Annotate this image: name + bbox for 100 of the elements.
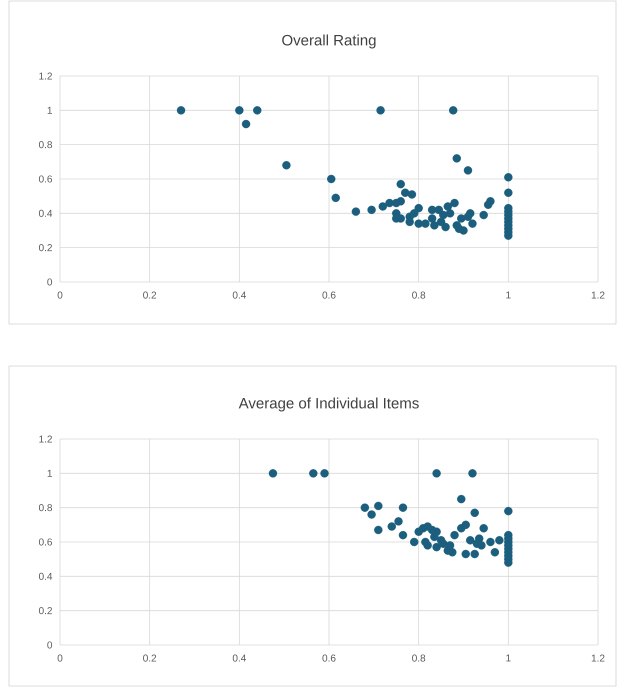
point [430,221,439,230]
x-tick-label: 0.6 [322,654,336,662]
point [446,209,454,218]
y-tick-label: 0.6 [38,175,52,183]
point [477,541,486,550]
y-tick-label: 0.2 [38,244,52,252]
x-tick-label: 0.4 [232,292,246,299]
point [428,206,436,214]
point [332,194,340,202]
x-tick-label: 1 [506,292,511,298]
point [464,166,472,175]
point [394,517,403,526]
y-tick-label: 1.2 [39,72,52,80]
point [374,502,383,510]
y-tick-label: 0 [47,641,52,649]
point [428,214,436,223]
point [398,503,408,512]
point [486,197,495,206]
point [466,536,474,544]
point [360,503,370,512]
point [385,198,394,208]
point [320,469,329,478]
y-tick-label: 1 [48,470,52,477]
x-tick-label: 1 [506,654,511,662]
point [468,469,477,478]
point [432,542,441,552]
point [352,207,360,216]
point [414,219,423,228]
x-tick-label: 1.2 [592,292,604,299]
point [396,197,405,206]
point [253,106,262,115]
point [367,206,376,214]
point [176,106,186,115]
point [470,508,479,518]
point [450,530,459,540]
point [468,219,477,228]
point [504,173,513,182]
x-tick-label: 0.8 [412,292,426,299]
point [462,520,470,530]
point [327,174,336,184]
point [410,209,418,218]
point [423,541,432,550]
chart-title: Average of Individual Items [238,397,419,412]
point [441,222,450,232]
point [495,536,504,544]
x-tick-label: 1.2 [592,654,604,662]
point [490,548,500,556]
x-tick-label: 0 [58,654,62,662]
point [466,209,474,218]
x-tick-label: 0.2 [143,654,156,662]
point [450,198,459,208]
point [504,188,513,197]
point [457,494,466,504]
point [448,548,456,556]
point [235,106,244,115]
point [398,530,408,540]
y-tick-label: 0.8 [38,141,52,148]
point [448,106,458,115]
point [376,106,385,115]
y-tick-label: 1.2 [39,436,52,442]
point [374,526,383,534]
y-tick-label: 0.4 [38,572,52,580]
point [462,550,470,558]
y-tick-label: 1 [48,106,52,114]
x-tick-label: 0.6 [322,292,336,299]
y-tick-label: 0.6 [38,538,52,546]
point [470,550,479,558]
point [421,219,430,228]
point [309,469,318,478]
y-tick-label: 0.2 [38,607,52,614]
point [242,120,250,128]
point [378,202,388,211]
chart-title: Overall Rating [282,34,376,48]
point [408,190,416,199]
y-tick-label: 0 [47,278,52,286]
point [414,204,423,212]
point [459,226,468,235]
point [486,538,495,546]
point [282,161,291,170]
point [434,206,444,214]
point [410,538,418,546]
point [479,524,488,532]
point [367,510,376,519]
x-tick-label: 0.8 [412,654,426,662]
point [452,154,461,163]
y-tick-label: 0.8 [38,504,52,512]
x-tick-label: 0 [58,292,62,299]
point [401,188,410,197]
point [479,210,488,220]
point [439,540,448,548]
point [396,180,405,188]
point [439,210,448,220]
y-tick-label: 0.4 [38,210,52,217]
point [430,532,439,542]
point [432,469,441,478]
point [504,506,513,516]
x-tick-label: 0.2 [143,292,156,299]
x-tick-label: 0.4 [232,654,246,662]
point [388,522,396,531]
point [268,469,278,478]
